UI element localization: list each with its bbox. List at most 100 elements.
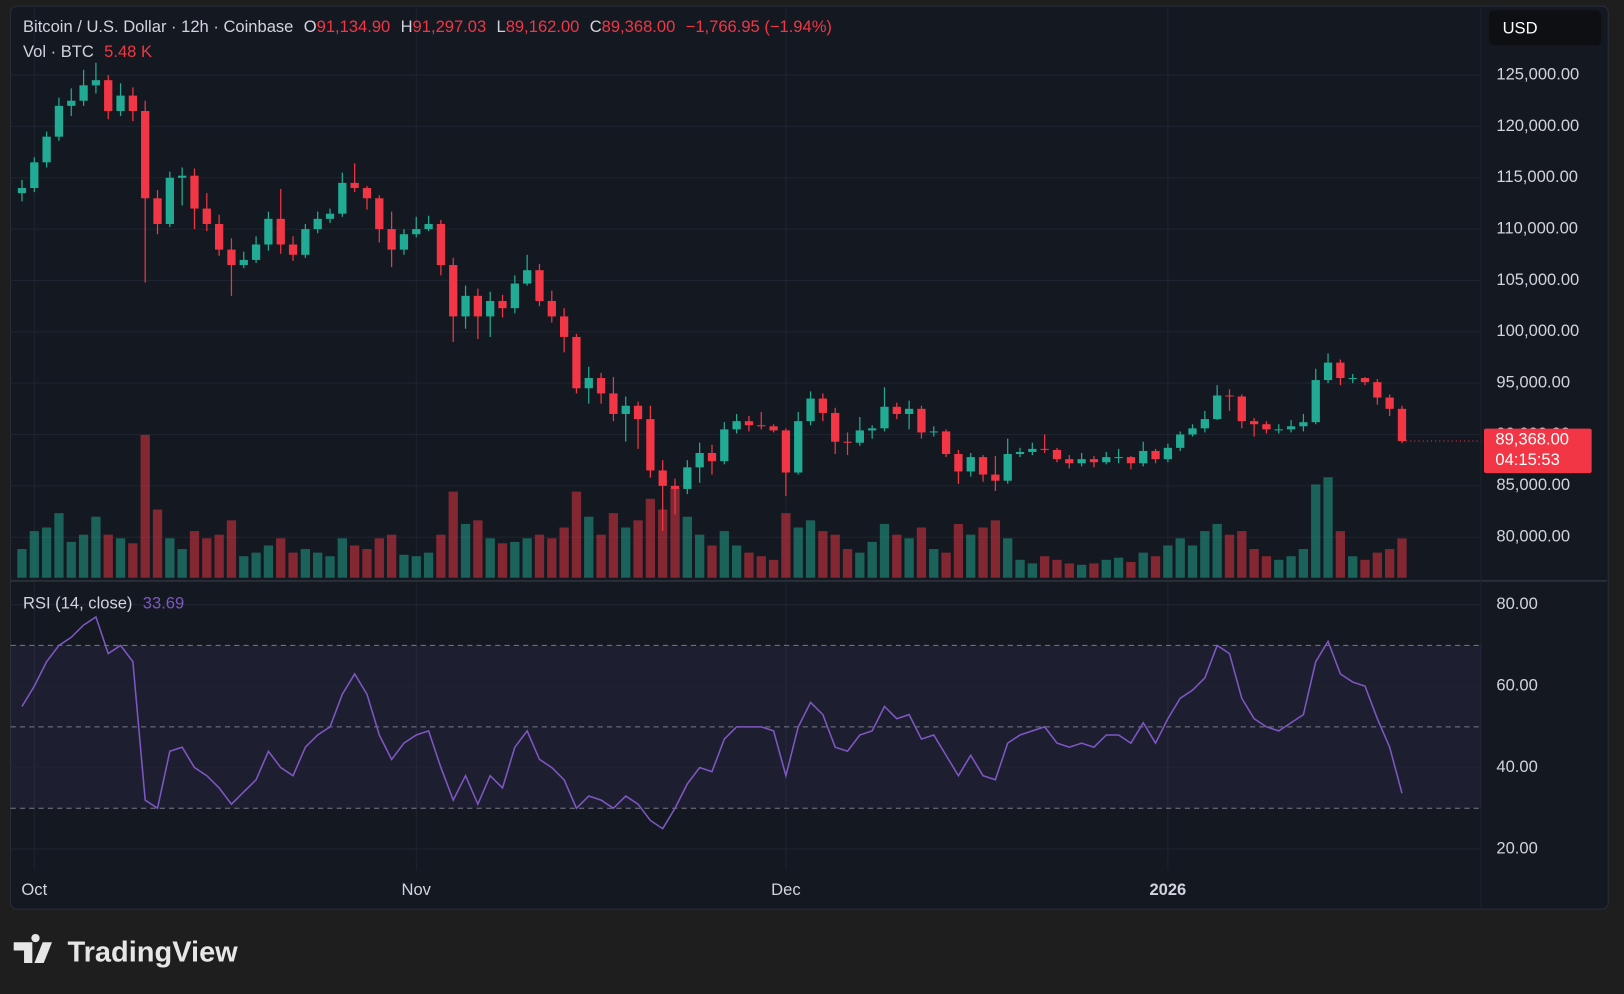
volume-bar <box>1015 559 1025 578</box>
candle-body <box>301 229 310 255</box>
volume-bar <box>953 523 964 578</box>
volume-bar <box>362 549 372 578</box>
volume-bar <box>1138 552 1148 578</box>
candle-body <box>498 300 507 309</box>
volume-bar <box>1150 556 1161 578</box>
candle-body <box>79 85 88 101</box>
volume-bar <box>510 541 520 578</box>
candle-body <box>596 378 606 394</box>
logo-mark <box>13 933 53 963</box>
candle-body <box>473 295 483 317</box>
candle-body <box>1176 434 1185 448</box>
volume-bar <box>1039 556 1050 578</box>
volume-bar <box>349 545 360 578</box>
volume-bar <box>288 552 298 578</box>
candle-body <box>1114 457 1123 459</box>
volume-bar <box>547 538 557 578</box>
x-tick-label: 2026 <box>1149 880 1186 899</box>
volume-bar <box>1089 563 1099 578</box>
volume-bar <box>879 523 890 578</box>
candle-body <box>1015 451 1025 455</box>
candle-body <box>646 419 655 471</box>
candle-body <box>621 405 630 414</box>
volume-bar <box>436 534 446 578</box>
candle-body <box>831 412 840 442</box>
volume-bar <box>386 534 397 578</box>
volume-bar <box>325 556 335 578</box>
candle-body <box>1213 395 1222 420</box>
candle-body <box>1286 426 1296 430</box>
volume-bar <box>41 527 52 578</box>
candle-body <box>1028 448 1037 452</box>
rsi-tick-label: 60.00 <box>1496 676 1537 695</box>
candle-body <box>264 218 273 245</box>
symbol-title: Bitcoin / U.S. Dollar · 12h · Coinbase <box>23 17 293 36</box>
volume-bar <box>1212 523 1222 578</box>
candle-body <box>818 398 828 413</box>
volume-bar <box>497 543 508 578</box>
candle-body <box>1089 459 1099 463</box>
volume-bar <box>670 488 680 578</box>
volume-bar <box>694 534 705 578</box>
volume-bar <box>226 520 237 578</box>
candle-body <box>855 430 864 443</box>
volume-bar <box>485 538 495 578</box>
candle-body <box>375 198 384 230</box>
volume-bar <box>140 434 150 578</box>
volume-bar <box>1360 559 1370 578</box>
volume-bar <box>29 531 39 578</box>
candle-body <box>227 249 236 266</box>
rsi-legend: RSI (14, close) 33.69 <box>23 594 184 613</box>
volume-bar <box>633 520 643 578</box>
candle-body <box>412 229 421 235</box>
volume-bar <box>608 513 619 578</box>
volume-bar <box>460 523 471 578</box>
candle-body <box>1373 382 1382 398</box>
candle-body <box>17 188 27 194</box>
candle-body <box>239 259 248 266</box>
volume-bar <box>1348 556 1358 578</box>
volume-bar <box>78 534 89 578</box>
volume-bar <box>1335 531 1346 578</box>
volume-bar <box>411 556 421 578</box>
candle-body <box>1323 362 1333 381</box>
volume-bar <box>1261 556 1272 578</box>
volume-bar <box>1187 545 1198 578</box>
candle-body <box>54 105 64 137</box>
volume-bar <box>916 527 927 578</box>
last-price-tag <box>1483 428 1592 474</box>
ohlc-key: C <box>590 17 602 36</box>
volume-bar <box>682 516 692 578</box>
volume-bar <box>1003 538 1013 578</box>
candle-body <box>880 406 889 429</box>
volume-bar <box>756 556 766 578</box>
last-price-label: 89,368.00 <box>1495 429 1569 448</box>
candle-body <box>288 244 298 255</box>
volume-bar <box>990 520 1001 578</box>
candle-body <box>1360 378 1370 383</box>
ohlc-value: 89,368.00 <box>602 17 676 36</box>
brand-name: TradingView <box>68 936 239 968</box>
candle-body <box>744 421 754 426</box>
candle-body <box>486 300 495 317</box>
volume-bar <box>1101 559 1111 578</box>
candle-body <box>1139 450 1148 464</box>
candle-body <box>929 431 938 433</box>
volume-bar <box>941 552 951 578</box>
volume-bar <box>1064 563 1074 578</box>
candle-body <box>276 218 285 245</box>
currency-button[interactable] <box>1489 10 1601 46</box>
candle-body <box>535 270 544 301</box>
candle-body <box>190 175 199 209</box>
volume-bar <box>66 541 76 578</box>
volume-title: Vol · BTC <box>23 42 94 61</box>
candle-body <box>1065 459 1074 464</box>
volume-bar <box>276 538 286 578</box>
candle-body <box>461 295 470 317</box>
chart-frame <box>10 5 1609 910</box>
candle-body <box>1274 429 1283 431</box>
candle-body <box>633 405 643 420</box>
candle-body <box>547 300 556 317</box>
volume-bar <box>337 538 347 578</box>
candle-body <box>670 485 680 489</box>
